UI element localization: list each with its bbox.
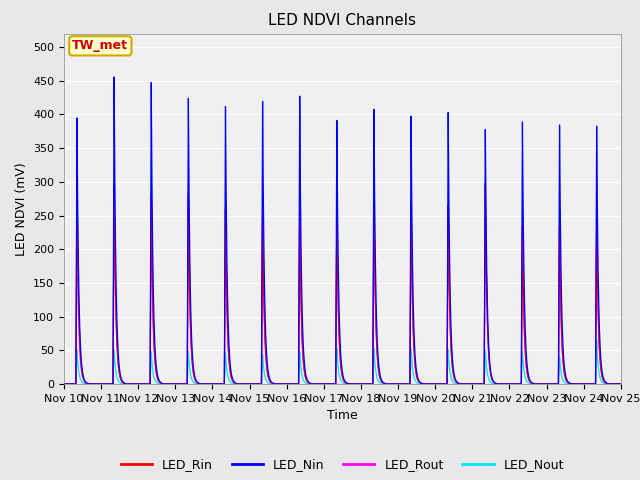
LED_Nin <box>543 381 550 387</box>
Line: LED_Nin: LED_Nin <box>64 77 621 384</box>
Line: LED_Rout: LED_Rout <box>64 183 621 384</box>
LED_Nin <box>182 381 190 387</box>
LED_Nin <box>617 381 625 387</box>
LED_Rin <box>78 367 86 372</box>
X-axis label: Time: Time <box>327 409 358 422</box>
LED_Nout <box>60 381 68 387</box>
LED_Nout <box>593 337 600 343</box>
LED_Rout <box>78 370 86 375</box>
LED_Nout <box>194 381 202 387</box>
LED_Rin <box>182 381 190 387</box>
LED_Rout <box>481 180 489 186</box>
LED_Nin <box>121 380 129 386</box>
LED_Rin <box>617 381 625 387</box>
LED_Rin <box>194 380 202 386</box>
LED_Nin <box>355 381 362 387</box>
LED_Nout <box>121 381 129 387</box>
LED_Rout <box>182 381 190 387</box>
LED_Nin <box>78 362 86 368</box>
LED_Rin <box>355 381 362 387</box>
Line: LED_Nout: LED_Nout <box>64 340 621 384</box>
LED_Rout <box>121 381 129 386</box>
LED_Rin <box>73 172 81 178</box>
LED_Rout <box>60 381 68 387</box>
Title: LED NDVI Channels: LED NDVI Channels <box>268 13 417 28</box>
LED_Rout <box>617 381 625 387</box>
Legend: LED_Rin, LED_Nin, LED_Rout, LED_Nout: LED_Rin, LED_Nin, LED_Rout, LED_Nout <box>116 453 569 476</box>
LED_Nout <box>78 379 86 384</box>
LED_Nin <box>110 74 118 80</box>
LED_Nout <box>182 381 190 387</box>
Text: TW_met: TW_met <box>72 39 129 52</box>
LED_Nout <box>355 381 362 387</box>
LED_Nin <box>60 381 68 387</box>
LED_Rin <box>60 381 68 387</box>
LED_Rout <box>355 381 362 387</box>
LED_Nin <box>194 380 202 385</box>
LED_Rin <box>121 381 129 386</box>
Line: LED_Rin: LED_Rin <box>64 175 621 384</box>
LED_Rout <box>194 380 202 386</box>
LED_Nout <box>617 381 625 387</box>
Y-axis label: LED NDVI (mV): LED NDVI (mV) <box>15 162 28 256</box>
LED_Rout <box>543 381 550 387</box>
LED_Rin <box>543 381 550 387</box>
LED_Nout <box>543 381 550 387</box>
